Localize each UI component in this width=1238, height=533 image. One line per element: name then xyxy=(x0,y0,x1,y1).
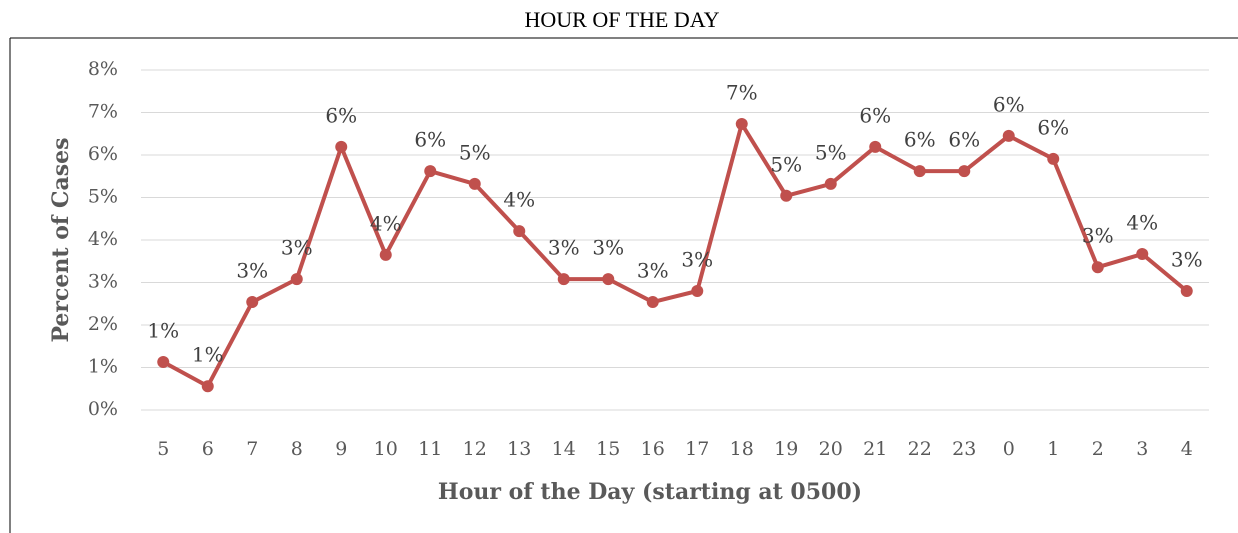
data-point xyxy=(1091,261,1104,274)
y-tick-label: 3% xyxy=(88,271,118,293)
y-tick-label: 8% xyxy=(88,58,118,80)
data-point xyxy=(246,296,259,309)
data-label: 1% xyxy=(192,343,224,367)
data-label: 3% xyxy=(281,236,313,260)
x-tick-label: 18 xyxy=(730,438,754,460)
data-point xyxy=(1180,285,1193,297)
data-point xyxy=(735,117,748,130)
x-tick-label: 5 xyxy=(157,438,169,460)
data-point xyxy=(157,355,170,368)
x-tick-label: 0 xyxy=(1003,438,1015,460)
data-label: 6% xyxy=(904,128,936,152)
x-tick-label: 12 xyxy=(463,438,487,460)
data-point xyxy=(958,165,971,178)
data-point xyxy=(379,248,392,261)
x-axis-title: Hour of the Day (starting at 0500) xyxy=(438,479,862,505)
data-label: 6% xyxy=(993,92,1025,116)
x-tick-label: 11 xyxy=(418,438,442,460)
x-tick-label: 1 xyxy=(1047,438,1059,460)
data-label: 5% xyxy=(815,140,847,164)
x-tick-label: 16 xyxy=(641,438,665,460)
data-label: 4% xyxy=(1126,211,1158,235)
data-point xyxy=(691,285,704,297)
x-tick-label: 19 xyxy=(774,438,798,460)
x-tick-label: 3 xyxy=(1136,438,1148,460)
data-point xyxy=(468,177,481,190)
x-tick-label: 14 xyxy=(552,438,576,460)
data-point xyxy=(824,177,837,190)
data-point xyxy=(201,380,214,393)
data-label: 3% xyxy=(637,259,669,283)
data-point xyxy=(780,189,793,202)
y-tick-label: 4% xyxy=(88,228,118,250)
data-point xyxy=(424,165,437,178)
data-point xyxy=(869,140,882,153)
data-point xyxy=(646,296,659,309)
y-axis-title: Percent of Cases xyxy=(48,137,74,342)
x-tick-label: 8 xyxy=(291,438,303,460)
x-tick-label: 2 xyxy=(1092,438,1104,460)
data-point xyxy=(1002,129,1015,142)
y-tick-label: 7% xyxy=(88,101,118,123)
y-tick-label: 1% xyxy=(88,356,118,378)
data-label: 4% xyxy=(503,188,535,212)
x-tick-label: 15 xyxy=(596,438,620,460)
x-tick-label: 7 xyxy=(246,438,258,460)
data-label: 6% xyxy=(948,128,980,152)
data-point xyxy=(557,273,570,286)
data-label: 3% xyxy=(236,259,268,283)
x-tick-label: 6 xyxy=(202,438,214,460)
data-label: 5% xyxy=(459,140,491,164)
y-tick-label: 5% xyxy=(88,186,118,208)
data-point xyxy=(290,273,303,286)
y-tick-label: 6% xyxy=(88,143,118,165)
x-tick-label: 21 xyxy=(863,438,887,460)
y-tick-label: 0% xyxy=(88,398,118,420)
x-tick-label: 13 xyxy=(507,438,531,460)
data-label: 3% xyxy=(548,236,580,260)
data-label: 6% xyxy=(414,128,446,152)
data-label: 5% xyxy=(770,152,802,176)
x-tick-label: 17 xyxy=(685,438,709,460)
data-label: 3% xyxy=(681,248,713,272)
x-tick-label: 10 xyxy=(374,438,398,460)
data-point xyxy=(1047,152,1060,165)
data-label: 6% xyxy=(859,103,891,127)
data-point xyxy=(335,140,348,153)
data-label: 3% xyxy=(592,236,624,260)
data-label: 3% xyxy=(1082,224,1114,248)
x-tick-label: 20 xyxy=(819,438,843,460)
data-point xyxy=(1136,248,1149,261)
data-label: 6% xyxy=(325,103,357,127)
data-point xyxy=(602,273,615,286)
x-tick-label: 9 xyxy=(335,438,347,460)
x-tick-label: 4 xyxy=(1181,438,1193,460)
data-line xyxy=(162,121,1189,389)
x-tick-label: 22 xyxy=(908,438,932,460)
data-point xyxy=(513,225,526,238)
data-label: 1% xyxy=(147,318,179,342)
data-label: 7% xyxy=(726,80,758,104)
data-label: 6% xyxy=(1037,115,1069,139)
data-label: 4% xyxy=(370,211,402,235)
data-label: 3% xyxy=(1171,248,1203,272)
x-tick-label: 23 xyxy=(952,438,976,460)
y-tick-label: 2% xyxy=(88,313,118,335)
data-point xyxy=(913,165,926,178)
chart-title: HOUR OF THE DAY xyxy=(525,7,720,32)
